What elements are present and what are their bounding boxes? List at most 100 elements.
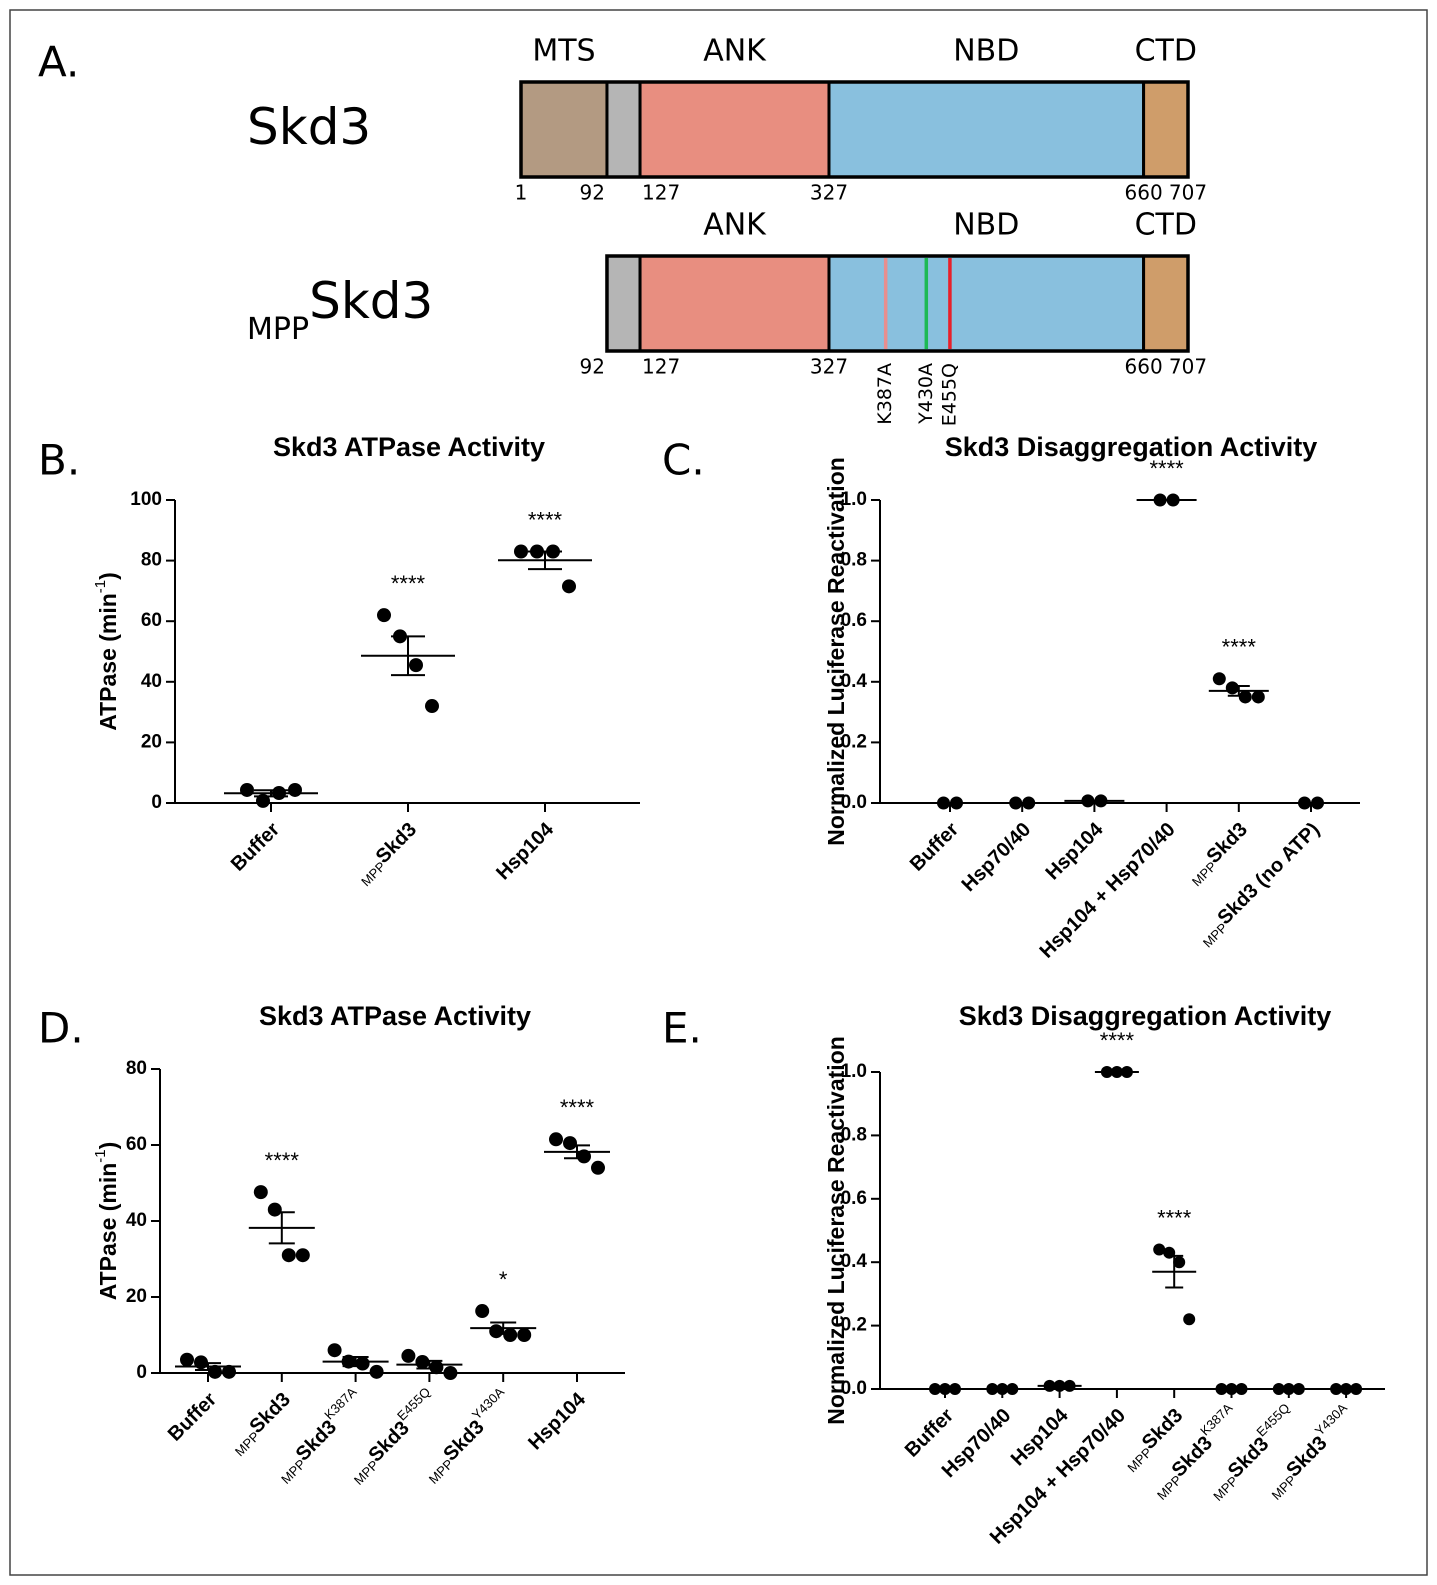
data-point: [1153, 1243, 1166, 1256]
x-tick-label-main: Hsp104 + Hsp70/40: [1036, 819, 1180, 963]
x-tick-label: Hsp104: [492, 818, 558, 884]
x-tick-label-main: Skd3: [246, 1389, 295, 1438]
x-tick-label-main: Skd3: [1138, 1405, 1187, 1454]
data-point: [415, 1354, 430, 1369]
x-tick-label-sup: E455Q: [1254, 1401, 1293, 1440]
y-tick-label: 0.4: [841, 671, 868, 692]
data-point: [562, 579, 576, 594]
x-tick-label-main: Buffer: [901, 1405, 958, 1462]
data-point: [475, 1304, 490, 1319]
y-tick-label: 0.8: [841, 1124, 867, 1145]
y-tick-label: 1.0: [841, 1061, 867, 1082]
protein-name: MPPSkd3: [247, 272, 433, 347]
y-axis-label-main: Normalized Luciferase Reactivation: [823, 457, 849, 846]
x-tick-label: MPPSkd3: [1183, 819, 1254, 890]
chart-title: Skd3 ATPase Activity: [259, 1001, 531, 1031]
residue-number: 92: [580, 181, 605, 205]
x-tick-label-main: Skd3: [365, 1417, 414, 1466]
data-point: [549, 1132, 563, 1147]
data-point: [295, 1248, 310, 1263]
x-tick-label-main: Buffer: [164, 1389, 221, 1446]
data-point: [401, 1348, 416, 1363]
y-tick-label: 0.8: [841, 550, 867, 571]
x-tick-label-sup: K387A: [322, 1384, 360, 1422]
residue-number: 707: [1169, 355, 1207, 379]
y-tick-label: 0.6: [841, 1188, 867, 1209]
data-point: [1238, 690, 1252, 704]
data-point: [222, 1364, 236, 1379]
x-tick-label-main: Skd3: [439, 1416, 488, 1465]
data-point: [267, 1202, 282, 1217]
data-point: [489, 1324, 504, 1339]
y-axis-label-main: ATPase (min: [95, 1163, 121, 1301]
data-point: [1225, 681, 1239, 695]
residue-number: 327: [810, 355, 848, 379]
data-point: [281, 1248, 296, 1263]
y-tick-label: 0.4: [841, 1251, 868, 1272]
x-tick-label: Hsp104: [524, 1388, 590, 1454]
y-tick-label: 0: [136, 1362, 147, 1383]
x-tick-label-main: Skd3: [1203, 819, 1252, 868]
domain-label: ANK: [703, 208, 767, 243]
mutation-label: E455Q: [938, 363, 960, 426]
x-tick-label: MPPSkd3: [352, 819, 423, 890]
protein-outline: [519, 80, 1190, 179]
data-point: [253, 1185, 268, 1200]
x-tick-label-main: Hsp104: [492, 818, 558, 884]
panel-label: A.: [38, 38, 79, 87]
x-tick-label: Buffer: [227, 819, 284, 876]
data-point: [1163, 1246, 1176, 1259]
data-point: [377, 608, 391, 623]
x-tick-label: Hsp104 + Hsp70/40: [1036, 819, 1180, 963]
x-tick-label-main: Buffer: [227, 819, 284, 876]
x-tick-label-main: Skd3: [1224, 1433, 1273, 1482]
y-tick-label: 1.0: [841, 489, 867, 510]
x-tick-label-sup: Y430A: [1312, 1400, 1350, 1438]
domain-label: NBD: [953, 34, 1019, 69]
significance: ****: [265, 1148, 300, 1173]
domain: [638, 80, 831, 179]
data-point: [429, 1360, 444, 1375]
y-tick-label: 0.2: [841, 731, 867, 752]
x-tick-label-sup: K387A: [1197, 1400, 1235, 1438]
residue-number: 92: [580, 355, 605, 379]
significance: ****: [1157, 1205, 1192, 1230]
data-point: [288, 782, 302, 797]
protein-outline: [605, 254, 1190, 353]
residue-number: 127: [642, 355, 680, 379]
y-tick-label: 0.2: [841, 1315, 867, 1336]
chart-title: Skd3 Disaggregation Activity: [945, 432, 1318, 462]
data-point: [563, 1136, 577, 1151]
residue-number: 660: [1125, 181, 1163, 205]
significance: ****: [1222, 635, 1257, 660]
x-tick-label-main: Hsp70/40: [958, 819, 1036, 897]
data-point: [577, 1149, 591, 1164]
significance: ****: [391, 571, 426, 596]
x-tick-label: MPPSkd3Y430A: [415, 1384, 518, 1487]
domain-label: MTS: [532, 34, 595, 69]
protein-name: Skd3: [247, 98, 371, 156]
y-tick-label: 80: [141, 550, 162, 571]
domain: [827, 80, 1146, 179]
y-axis-label: Normalized Luciferase Reactivation: [823, 457, 849, 846]
y-axis-label: ATPase (min-1): [92, 572, 121, 731]
data-point: [591, 1160, 605, 1175]
significance: ****: [528, 507, 563, 532]
x-tick-label: Buffer: [164, 1389, 221, 1446]
x-tick-label-main: Skd3: [1168, 1432, 1217, 1481]
data-point: [546, 544, 560, 559]
data-point: [443, 1366, 458, 1380]
y-axis-label-sup: -1: [92, 1149, 109, 1162]
x-tick-label-main: Hsp104: [1042, 818, 1108, 884]
data-point: [327, 1343, 342, 1358]
residue-number: 327: [810, 181, 848, 205]
data-point: [1173, 1256, 1186, 1269]
residue-number: 1: [515, 181, 528, 205]
data-point: [1183, 1313, 1196, 1326]
y-tick-label: 40: [126, 1210, 147, 1231]
x-tick-label-sup: E455Q: [394, 1385, 433, 1424]
data-point: [256, 793, 270, 808]
significance: ****: [1100, 1028, 1135, 1053]
domain: [638, 254, 831, 353]
